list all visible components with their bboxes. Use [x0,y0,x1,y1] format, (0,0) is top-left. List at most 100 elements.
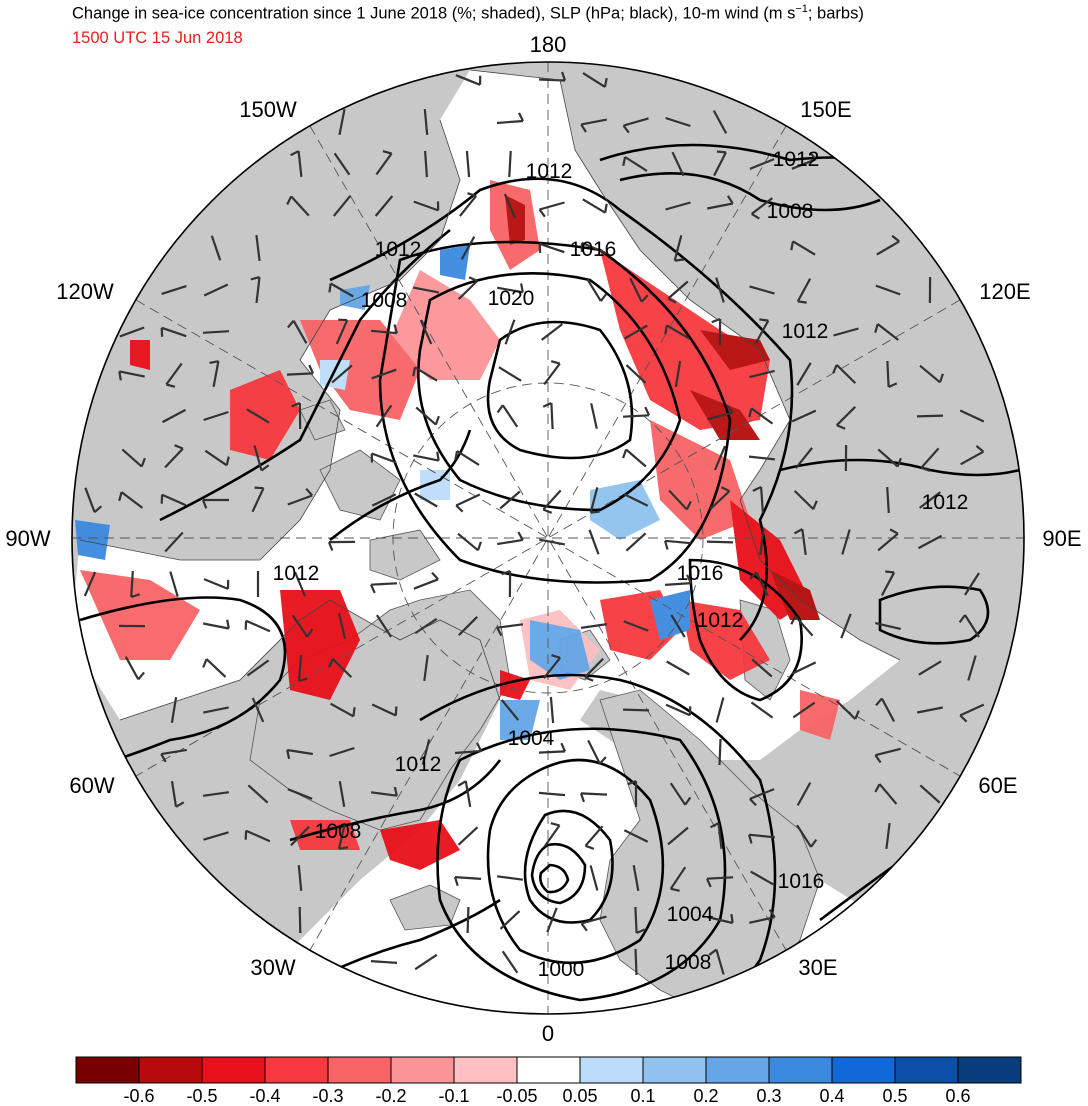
wind-barb [754,318,770,344]
wind-barb [580,241,607,255]
contour-label: 1000 [538,958,585,981]
wind-barb [459,192,477,217]
wind-barb [959,703,985,723]
contour-label: 1008 [767,200,814,223]
wind-barb [286,195,310,217]
wind-barb [580,915,607,932]
title-superscript: −1 [795,3,808,15]
wind-barb [415,406,440,426]
wind-barb [497,531,524,546]
wind-barb [790,615,814,637]
wind-barb [371,493,397,507]
wind-barb [791,151,817,170]
colorbar-label: 0.6 [945,1086,970,1106]
contour-label: 1008 [315,820,362,843]
wind-barb [164,531,184,553]
wind-barb [370,324,398,335]
colorbar-swatch [327,1056,392,1084]
contour-label: 1020 [488,287,535,310]
wind-barb [170,781,185,808]
wind-barb [582,198,608,214]
wind-barb [625,532,647,552]
wind-barb [622,406,651,418]
wind-barb [589,865,599,891]
lon-label-90w: 90W [5,526,50,551]
wind-barb [454,742,482,755]
wind-barb [118,370,145,381]
wind-barb [751,658,773,678]
wind-barb [423,108,429,136]
wind-barb [796,362,812,386]
wind-barb [668,489,692,511]
wind-barb [169,571,179,597]
lon-label-150e: 150E [800,97,851,122]
contour-label: 1016 [677,562,724,585]
wind-barb [627,779,638,807]
colorbar-swatch [768,1056,833,1084]
wind-barb [496,404,519,428]
wind-barb [917,534,943,550]
wind-barb [749,571,769,597]
wind-barb [457,532,482,552]
colorbar-label: 0.4 [819,1086,844,1106]
wind-barb [496,875,524,881]
wind-barb [508,150,512,178]
wind-barb [160,748,187,763]
colorbar-swatch [705,1056,770,1084]
wind-barb [712,110,728,134]
wind-barb [161,285,187,295]
colorbar-label: -0.1 [438,1086,469,1106]
wind-barb [538,742,567,754]
wind-barb [538,71,567,82]
wind-barb [673,235,684,262]
wind-barb [453,876,482,887]
wind-barb [841,529,851,555]
contour-label: 1012 [375,238,422,261]
wind-barb [204,449,230,467]
wind-barb [582,72,608,88]
wind-barb [244,829,271,843]
wind-barb [210,235,222,261]
wind-barb [538,538,566,546]
wind-barb [291,614,314,638]
wind-barb [542,401,554,430]
wind-barb [160,493,187,507]
wind-barb [877,528,899,552]
wind-barb [919,784,941,804]
wind-barb [414,492,438,508]
lon-label-60w: 60W [69,773,114,798]
colorbar-label: 0.3 [756,1086,781,1106]
wind-barb [549,696,555,724]
wind-barb [622,448,647,468]
wind-barb [119,326,145,338]
wind-barb [919,364,944,384]
contour-label: 1012 [395,753,442,776]
wind-barb [709,486,731,510]
wind-barb [629,277,649,303]
slp-contour-labels: 1012 1012 1008 1016 1020 1012 1008 1012 … [273,148,969,981]
wind-barb [709,822,723,850]
wind-barb [590,403,598,429]
contour-label: 1004 [508,727,555,750]
wind-barb [504,319,516,345]
colorbar-swatch [75,1056,140,1084]
wind-barb [419,319,433,345]
wind-barb [796,824,818,848]
wind-barb [634,906,646,935]
wind-barb [793,490,818,510]
wind-barb [332,195,352,217]
wind-barb [286,364,315,376]
wind-barb [546,907,558,933]
wind-barb [748,455,776,461]
wind-barb [203,706,229,714]
wind-barb [209,360,220,388]
wind-barb [751,197,773,220]
wind-barb [457,826,479,846]
wind-barb [370,786,398,797]
wind-barb [290,825,310,847]
colorbar-label: -0.2 [375,1086,406,1106]
wind-barb [246,659,270,677]
wind-barb [286,748,313,760]
wind-barb [375,404,393,428]
wind-barb [664,324,690,340]
